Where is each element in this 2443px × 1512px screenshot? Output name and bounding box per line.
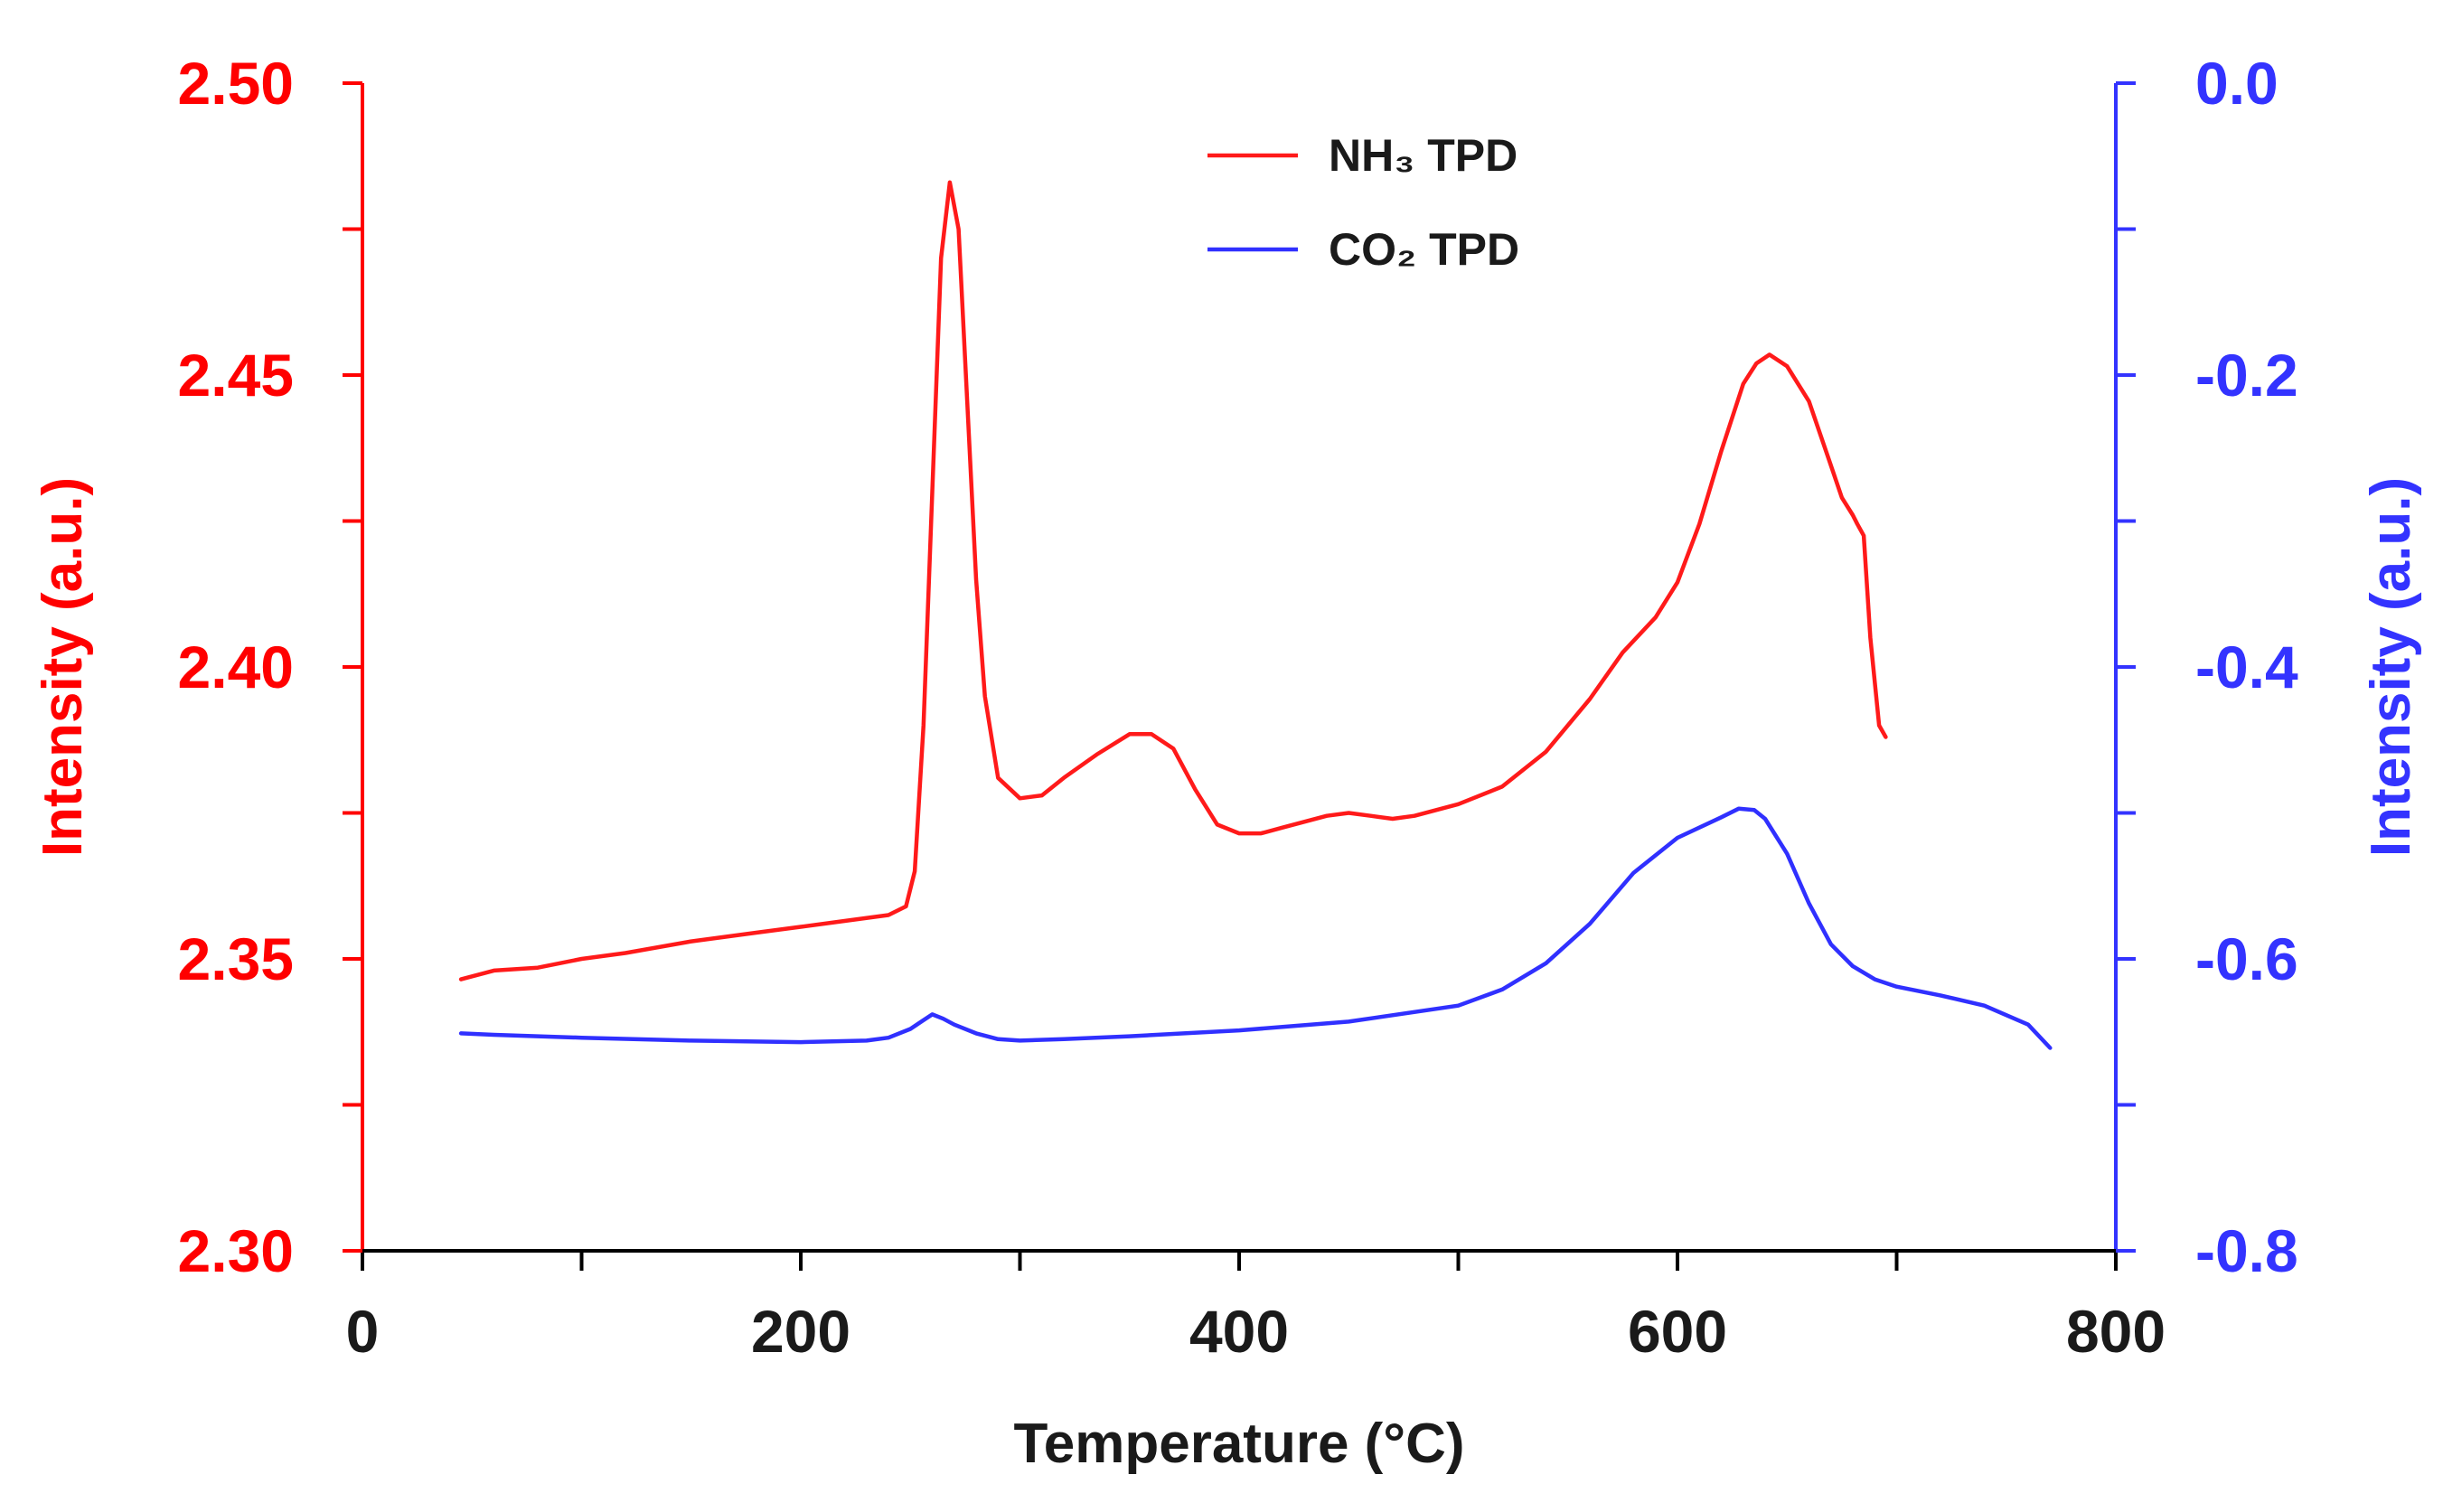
y-left-tick-label: 2.40 <box>178 634 294 700</box>
y-left-tick-label: 2.50 <box>178 50 294 117</box>
x-tick-label: 400 <box>1189 1298 1289 1365</box>
y-left-tick-label: 2.30 <box>178 1217 294 1284</box>
x-tick-label: 800 <box>2066 1298 2166 1365</box>
x-tick-label: 600 <box>1628 1298 1727 1365</box>
y-right-tick-label: -0.8 <box>2195 1217 2298 1284</box>
y-right-tick-label: 0.0 <box>2195 50 2279 117</box>
x-axis-title: Temperature (°C) <box>1013 1413 1464 1475</box>
y-right-tick-label: -0.4 <box>2195 634 2298 700</box>
axis-tick-labels: 0 200 400 600 800 2.30 2.35 2.40 2.45 2.50 -0.8 -0.… <box>178 50 2298 1365</box>
plot-area <box>458 180 2053 1050</box>
y-left-tick-label: 2.45 <box>178 342 294 409</box>
legend: NH₃ TPD CO₂ TPD <box>1207 130 1519 275</box>
series-co2-line <box>458 806 2053 1050</box>
legend-co2-label: CO₂ TPD <box>1329 224 1519 275</box>
series-nh3-line <box>458 180 1888 981</box>
y-left-axis-title: Intensity (a.u.) <box>32 477 94 857</box>
legend-nh3-label: NH₃ TPD <box>1329 130 1517 181</box>
y-right-axis-title: Intensity (a.u.) <box>2360 477 2422 857</box>
y-right-tick-label: -0.6 <box>2195 925 2298 992</box>
x-tick-label: 0 <box>346 1298 380 1365</box>
y-right-tick-label: -0.2 <box>2195 342 2298 409</box>
y-left-tick-label: 2.35 <box>178 925 294 992</box>
axis-ticks <box>343 81 2136 1271</box>
x-tick-label: 200 <box>751 1298 850 1365</box>
